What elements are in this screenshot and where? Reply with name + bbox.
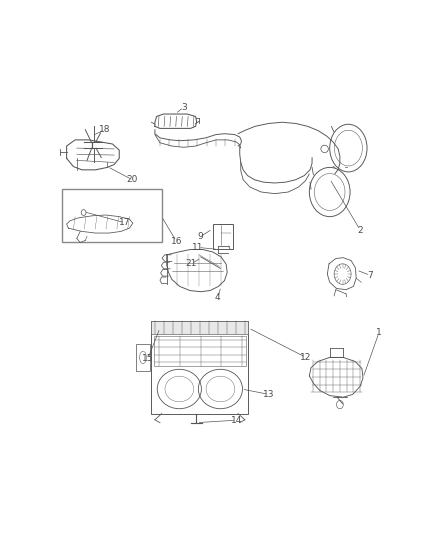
Text: 12: 12 [300,353,311,362]
Bar [152,321,248,414]
Text: 16: 16 [170,237,182,246]
Text: 3: 3 [181,102,187,111]
Bar [152,321,248,334]
Text: 4: 4 [215,293,220,302]
Text: 14: 14 [231,416,242,425]
Text: 17: 17 [119,219,131,227]
Text: 20: 20 [127,175,138,184]
Text: 11: 11 [192,243,204,252]
Text: 2: 2 [357,225,363,235]
Bar [61,189,162,243]
Text: 15: 15 [142,354,154,363]
Bar [136,344,150,370]
Text: 18: 18 [99,125,111,134]
Bar [154,336,246,366]
Text: 9: 9 [198,232,204,241]
Text: 7: 7 [367,271,373,280]
Text: 1: 1 [376,328,382,337]
Text: 21: 21 [186,260,197,268]
Text: 13: 13 [263,390,274,399]
FancyBboxPatch shape [212,224,233,248]
